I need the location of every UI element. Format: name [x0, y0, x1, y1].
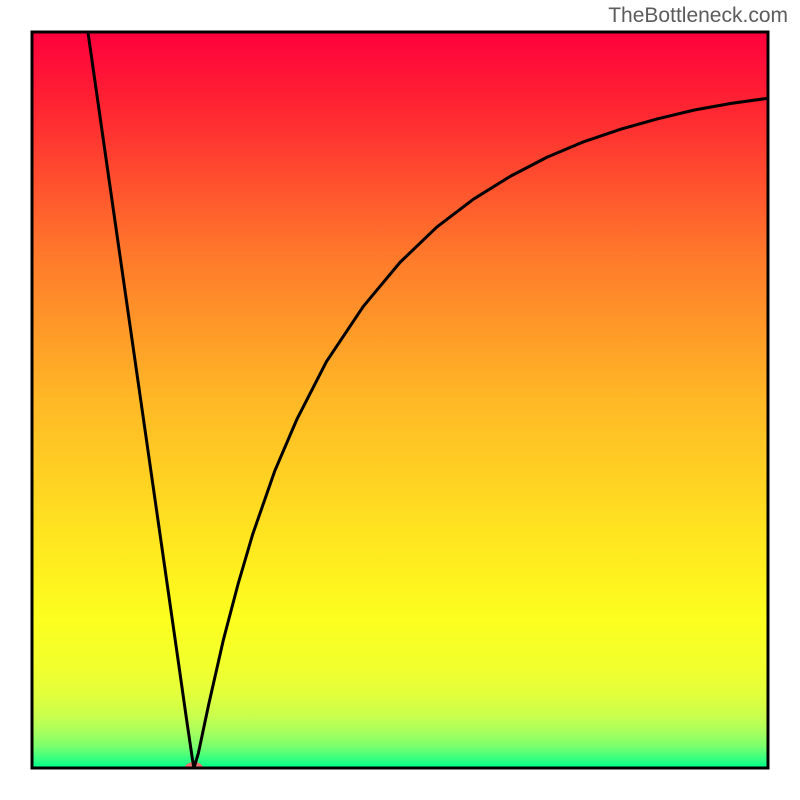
bottleneck-chart — [0, 0, 800, 800]
chart-container: TheBottleneck.com — [0, 0, 800, 800]
plot-background — [32, 32, 768, 768]
